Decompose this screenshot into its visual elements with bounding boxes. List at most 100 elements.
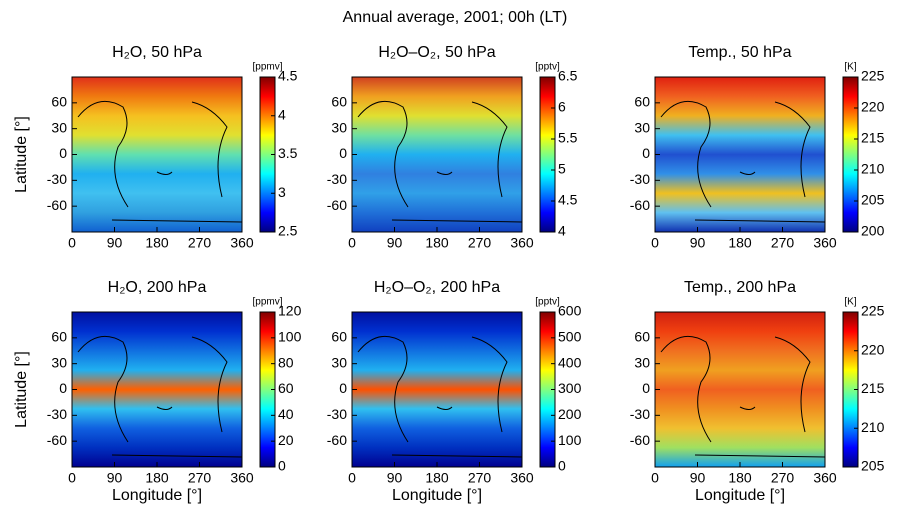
- colorbar-tick-label: 100: [278, 329, 302, 345]
- x-tick-label: 90: [387, 470, 403, 486]
- y-axis-label: Latitude [°]: [13, 351, 30, 428]
- x-tick-label: 360: [230, 470, 254, 486]
- y-tick-label: -30: [47, 171, 67, 187]
- colorbar-tick-label: 6.5: [558, 68, 578, 84]
- colorbar-unit: [ppmv]: [252, 297, 282, 308]
- y-tick-label: -30: [47, 406, 67, 422]
- y-tick-label: 0: [59, 145, 67, 161]
- colorbar-tick-label: 215: [861, 380, 885, 396]
- map-field: [655, 77, 825, 232]
- colorbar-tick-label: 2.5: [278, 223, 298, 239]
- x-tick-label: 0: [348, 235, 356, 251]
- x-tick-label: 270: [468, 235, 492, 251]
- colorbar-tick-label: 220: [861, 341, 885, 357]
- colorbar-tick-label: 0: [558, 458, 566, 474]
- x-tick-label: 270: [188, 470, 212, 486]
- colorbar-tick-label: 5.5: [558, 130, 578, 146]
- x-tick-label: 270: [188, 235, 212, 251]
- panel-title: H₂O, 200 hPa: [108, 279, 207, 296]
- x-tick-label: 0: [68, 235, 76, 251]
- y-axis-label: Latitude [°]: [13, 116, 30, 193]
- x-tick-label: 0: [68, 470, 76, 486]
- colorbar-tick-label: 225: [861, 68, 885, 84]
- y-tick-label: -60: [630, 432, 650, 448]
- y-tick-label: 30: [51, 354, 67, 370]
- y-tick-label: 0: [339, 145, 347, 161]
- panel-title: H₂O–O₂, 50 hPa: [378, 44, 495, 61]
- y-tick-label: -60: [630, 197, 650, 213]
- y-tick-label: 30: [634, 354, 650, 370]
- y-tick-label: 0: [59, 380, 67, 396]
- map-field: [352, 77, 522, 232]
- coastline: [660, 335, 826, 458]
- y-tick-label: -30: [630, 171, 650, 187]
- x-tick-label: 360: [813, 470, 837, 486]
- colorbar-tick-label: 205: [861, 458, 885, 474]
- y-tick-label: -60: [47, 432, 67, 448]
- y-tick-label: -30: [630, 406, 650, 422]
- colorbar-tick-label: 120: [278, 303, 302, 319]
- colorbar-tick-label: 200: [861, 223, 885, 239]
- x-tick-label: 180: [728, 235, 752, 251]
- y-tick-label: 60: [51, 94, 67, 110]
- colorbar-unit: [ppmv]: [252, 62, 282, 73]
- colorbar-tick-label: 4.5: [278, 68, 298, 84]
- y-tick-label: 60: [634, 94, 650, 110]
- map-field: [72, 312, 242, 467]
- colorbar-tick-label: 600: [558, 303, 582, 319]
- panel-title: Temp., 200 hPa: [684, 279, 796, 296]
- colorbar-unit: [K]: [844, 62, 856, 73]
- colorbar-unit: [pptv]: [535, 62, 560, 73]
- colorbar-unit: [K]: [844, 297, 856, 308]
- coastline: [77, 335, 243, 458]
- y-tick-label: 0: [339, 380, 347, 396]
- coastline: [357, 100, 523, 223]
- colorbar: [842, 76, 859, 233]
- x-axis-label: Longitude [°]: [112, 487, 202, 504]
- colorbar-tick-label: 4: [558, 223, 566, 239]
- colorbar-unit: [pptv]: [535, 297, 560, 308]
- colorbar-tick-label: 500: [558, 329, 582, 345]
- x-tick-label: 360: [813, 235, 837, 251]
- y-tick-label: -60: [327, 197, 347, 213]
- colorbar-tick-label: 100: [558, 432, 582, 448]
- colorbar-tick-label: 3: [278, 184, 286, 200]
- x-axis-label: Longitude [°]: [695, 487, 785, 504]
- y-tick-label: -30: [327, 171, 347, 187]
- colorbar-tick-label: 200: [558, 406, 582, 422]
- x-tick-label: 180: [145, 470, 169, 486]
- x-tick-label: 90: [690, 235, 706, 251]
- y-tick-label: 30: [634, 119, 650, 135]
- panel-title: H₂O, 50 hPa: [112, 44, 202, 61]
- x-tick-label: 180: [728, 470, 752, 486]
- colorbar-tick-label: 225: [861, 303, 885, 319]
- x-tick-label: 360: [230, 235, 254, 251]
- x-tick-label: 360: [510, 235, 534, 251]
- x-tick-label: 90: [107, 235, 123, 251]
- y-tick-label: 0: [642, 380, 650, 396]
- colorbar-tick-label: 5: [558, 161, 566, 177]
- colorbar-tick-label: 4.5: [558, 192, 578, 208]
- x-tick-label: 180: [145, 235, 169, 251]
- colorbar-tick-label: 400: [558, 354, 582, 370]
- colorbar-tick-label: 215: [861, 130, 885, 146]
- x-tick-label: 0: [651, 470, 659, 486]
- colorbar-tick-label: 300: [558, 380, 582, 396]
- x-axis-label: Longitude [°]: [392, 487, 482, 504]
- y-tick-label: 30: [331, 354, 347, 370]
- coastline: [660, 100, 826, 223]
- x-tick-label: 180: [425, 235, 449, 251]
- colorbar-tick-label: 6: [558, 99, 566, 115]
- x-tick-label: 0: [651, 235, 659, 251]
- colorbar-tick-label: 40: [278, 406, 294, 422]
- colorbar-tick-label: 80: [278, 354, 294, 370]
- colorbar-tick-label: 3.5: [278, 145, 298, 161]
- map-field: [72, 77, 242, 232]
- colorbar-tick-label: 205: [861, 192, 885, 208]
- y-tick-label: -60: [327, 432, 347, 448]
- y-tick-label: -30: [327, 406, 347, 422]
- figure-title: Annual average, 2001; 00h (LT): [343, 9, 568, 26]
- y-tick-label: 30: [51, 119, 67, 135]
- y-tick-label: 0: [642, 145, 650, 161]
